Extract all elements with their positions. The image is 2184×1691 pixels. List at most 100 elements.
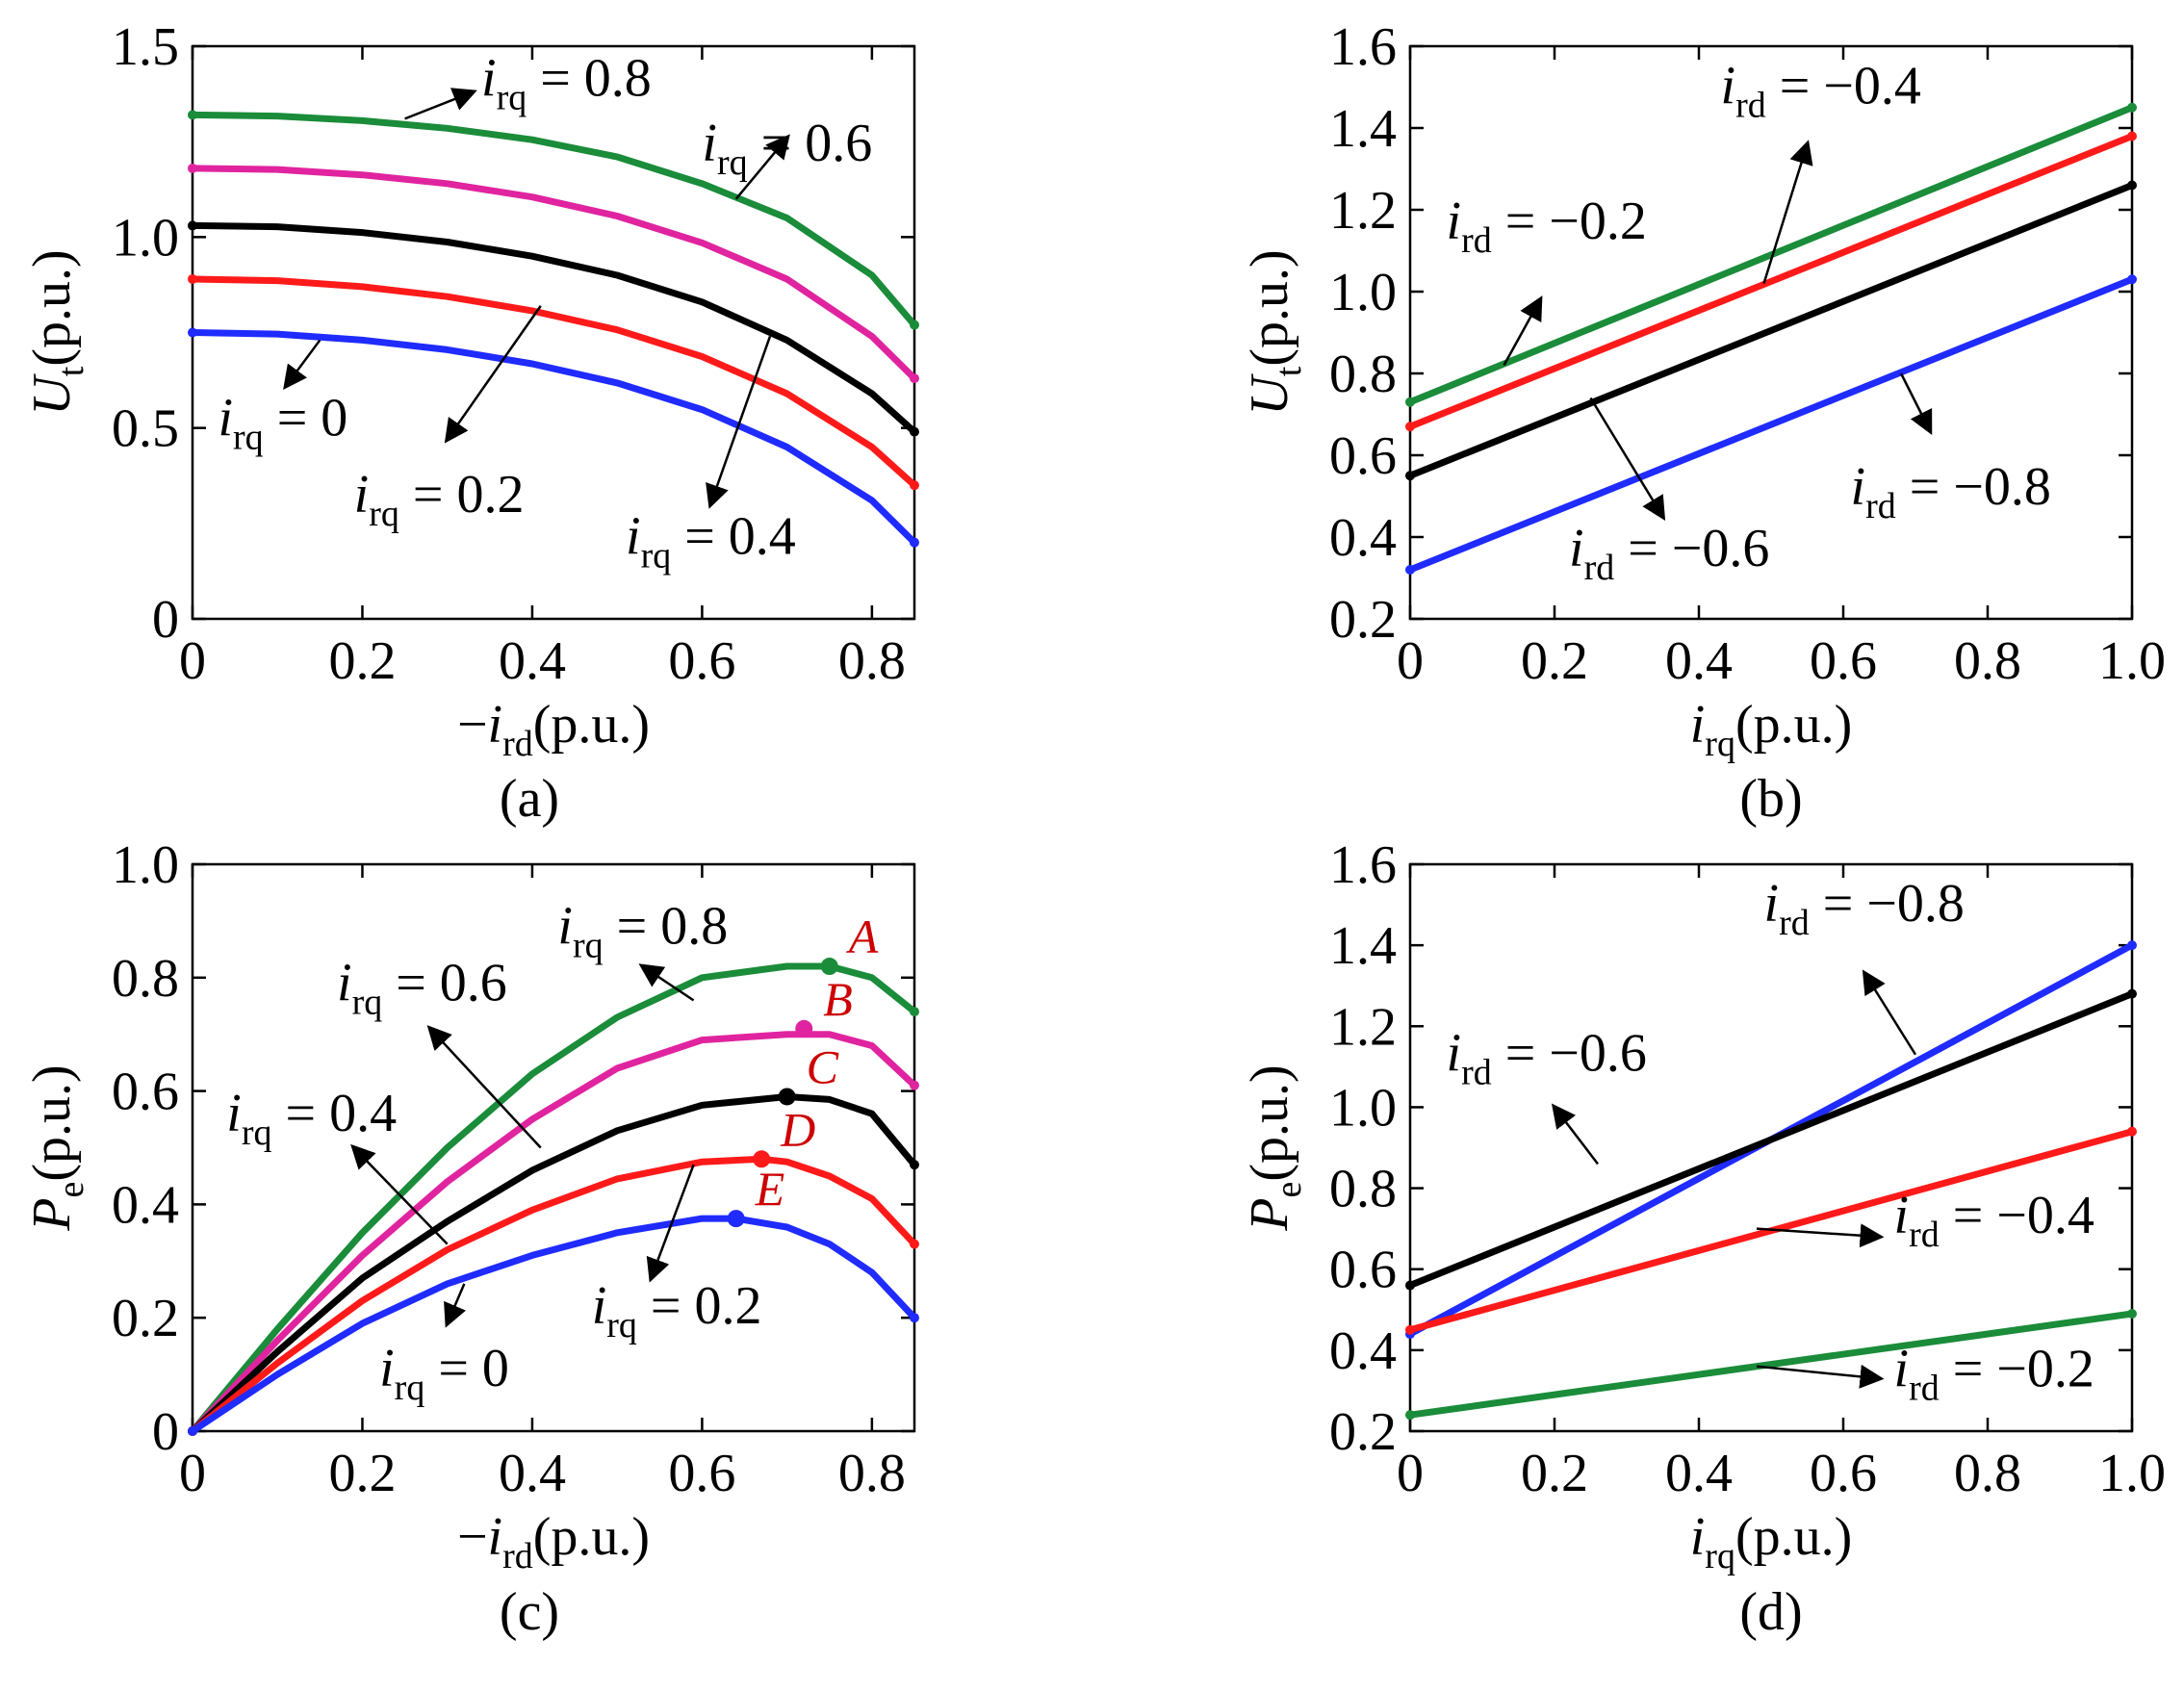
annotation-label: irq = 0.4 <box>626 507 796 576</box>
y-tick-label: 1.2 <box>1329 181 1397 241</box>
series-endpoint <box>188 163 197 173</box>
plot-frame-d <box>1408 862 2134 1433</box>
series-endpoint <box>188 1426 197 1436</box>
series-line-ird=-0.8 <box>1406 275 2136 574</box>
series-endpoint <box>1405 1324 1415 1335</box>
series-endpoint <box>1405 565 1415 575</box>
y-tick-label: 0.6 <box>1329 1241 1397 1300</box>
series-endpoint <box>910 1239 919 1249</box>
annotation-arrow <box>426 1025 542 1149</box>
series-endpoint <box>910 1160 919 1170</box>
series-endpoint <box>1405 1280 1415 1291</box>
series-endpoint <box>188 327 197 338</box>
marked-point-A <box>820 958 838 976</box>
annotation-arrow <box>350 1143 449 1245</box>
y-tick-label: 0.2 <box>1329 590 1397 650</box>
annotation-arrow <box>1762 140 1813 284</box>
annotation-label: ird = −0.8 <box>1764 874 1965 943</box>
annotation-arrow <box>706 336 772 509</box>
series-line-irq=0.8 <box>189 111 918 329</box>
annotation-arrow <box>283 339 321 391</box>
series-endpoint <box>910 1313 919 1323</box>
annotation-label: irq = 0.4 <box>226 1084 397 1153</box>
annotation-arrow <box>1756 1223 1885 1248</box>
annotation-arrow <box>1503 295 1543 367</box>
x-tick-label: 1.0 <box>2098 631 2166 691</box>
y-tick-label: 1.0 <box>1329 263 1397 322</box>
panel-caption: (b) <box>1739 769 1802 829</box>
series-line-irq=0.2 <box>189 275 918 489</box>
y-tick-label: 0.8 <box>1329 1160 1397 1219</box>
annotation-label: irq = 0 <box>218 389 347 458</box>
series-endpoint <box>2127 180 2137 191</box>
annotation-arrow <box>1756 1364 1885 1389</box>
panel-a: 0 0.2 0.4 0.6 0.8 0 0.5 1.0 1.5 irq = 0.8 irq = 0.… <box>22 17 919 829</box>
series-line-irq=0.6 <box>189 1031 918 1435</box>
marked-point-label: B <box>823 972 853 1026</box>
y-tick-label: 0.4 <box>1329 1321 1397 1381</box>
series-endpoint <box>910 480 919 491</box>
series-line-ird=-0.6 <box>1406 182 2136 479</box>
series-endpoint <box>2127 1308 2137 1319</box>
x-tick-label: 0 <box>1397 1444 1424 1503</box>
annotation-arrow <box>404 88 477 120</box>
y-tick-label: 0.4 <box>1329 508 1397 568</box>
y-tick-label: 0.6 <box>112 1063 179 1122</box>
annotation-label: irq = 0.2 <box>592 1276 762 1345</box>
series-endpoint <box>910 1007 919 1017</box>
panel-d: 0 0.2 0.4 0.6 0.8 1.00.20.40.60.81.01.21.41.6… <box>1240 835 2166 1642</box>
series-line-irq=0.4 <box>189 221 918 436</box>
y-tick-label: 0.2 <box>112 1289 179 1348</box>
annotation-label: ird = −0.4 <box>1721 57 1921 126</box>
annotation-label: ird = −0.6 <box>1447 1024 1647 1093</box>
y-axis-label: Ut(p.u.) <box>1240 249 1309 415</box>
annotation-label: irq = 0.8 <box>481 49 652 118</box>
x-tick-label: 0 <box>179 631 206 691</box>
series-endpoint <box>910 1080 919 1090</box>
x-tick-label: 0.2 <box>328 1444 396 1503</box>
x-axis-label: irq(p.u.) <box>1690 695 1853 764</box>
y-tick-label: 0.4 <box>112 1175 179 1235</box>
annotation-label: ird = −0.8 <box>1851 457 2051 526</box>
annotation-arrow <box>1862 969 1917 1056</box>
series-endpoint <box>910 537 919 548</box>
x-tick-label: 0.4 <box>499 1444 566 1503</box>
marked-point-B <box>795 1019 813 1038</box>
x-tick-label: 0 <box>1397 631 1424 691</box>
series-line-irq=0.8 <box>189 962 918 1435</box>
y-axis-label: Ut(p.u.) <box>22 249 91 415</box>
y-tick-label: 1.6 <box>1329 17 1397 77</box>
x-tick-label: 0.4 <box>499 631 566 691</box>
plot-frame-b <box>1408 44 2134 621</box>
marked-point-label: D <box>780 1102 815 1156</box>
y-axis-label: Pe(p.u.) <box>22 1064 91 1231</box>
x-axis-label: −ird(p.u.) <box>457 695 650 764</box>
panel-b: 0 0.2 0.4 0.6 0.8 1.00.20.40.60.81.01.21.41.6… <box>1240 17 2166 829</box>
x-tick-label: 0.2 <box>1521 631 1588 691</box>
x-tick-label: 0.8 <box>838 1444 906 1503</box>
x-axis-label: irq(p.u.) <box>1690 1507 1853 1576</box>
series-endpoint <box>188 273 197 284</box>
series-endpoint <box>2127 940 2137 951</box>
series-endpoint <box>2127 102 2137 113</box>
x-tick-label: 0.4 <box>1665 631 1733 691</box>
annotation-label: ird = −0.6 <box>1569 519 1769 588</box>
panel-caption: (c) <box>500 1582 559 1642</box>
y-tick-label: 0.8 <box>1329 345 1397 404</box>
y-tick-label: 1.0 <box>112 835 179 895</box>
annotation-arrow <box>444 1283 467 1328</box>
series-endpoint <box>2127 988 2137 999</box>
x-axis-label: −ird(p.u.) <box>457 1507 650 1576</box>
annotation-label: ird = −0.4 <box>1894 1186 2094 1255</box>
x-tick-label: 1.0 <box>2098 1444 2166 1503</box>
y-tick-label: 0 <box>152 590 179 650</box>
series-line-ird=-0.4 <box>1406 133 2136 430</box>
series-line-irq=0.2 <box>189 1155 918 1435</box>
marked-point-D <box>753 1150 771 1168</box>
annotation-label: ird = −0.2 <box>1447 192 1647 261</box>
x-tick-label: 0.4 <box>1665 1444 1733 1503</box>
series-endpoint <box>188 110 197 120</box>
annotation-label: irq = 0.2 <box>354 465 525 534</box>
